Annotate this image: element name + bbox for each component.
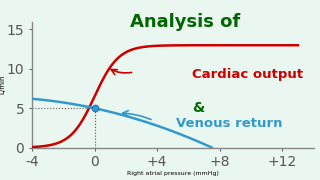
Text: Venous return: Venous return [176, 117, 283, 130]
Text: Analysis of: Analysis of [131, 13, 241, 31]
Text: &: & [192, 101, 204, 115]
Text: Cardiac output: Cardiac output [192, 68, 303, 81]
Y-axis label: L/min: L/min [0, 75, 5, 94]
X-axis label: Right atrial pressure (mmHg): Right atrial pressure (mmHg) [127, 171, 219, 176]
